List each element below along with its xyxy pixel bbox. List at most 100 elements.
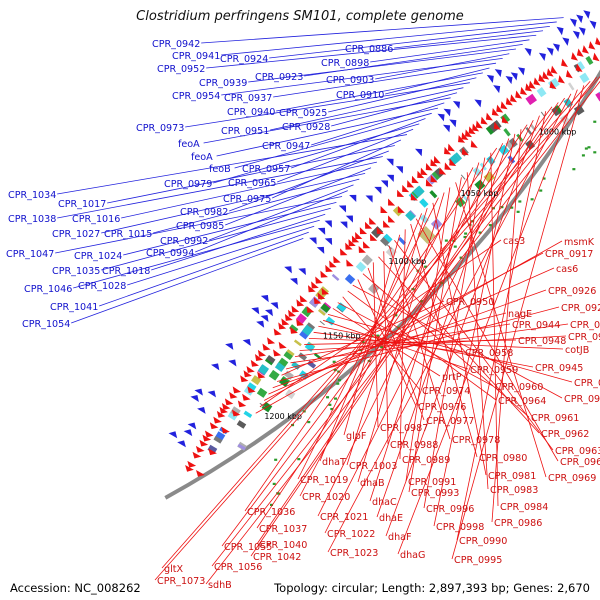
gene-arrow [273, 349, 282, 357]
gene-arrow [592, 52, 600, 62]
green-marker [270, 503, 274, 506]
gene-arrow [313, 297, 322, 305]
gene-label-red: nagE [508, 309, 532, 320]
leader-line-red [369, 162, 480, 502]
gene-arrow [250, 359, 259, 367]
gene-arrow [311, 281, 319, 289]
scale-tick [540, 111, 546, 118]
gene-label-red: CPR_0960 [495, 382, 543, 393]
gene-arrow [493, 121, 501, 130]
gene-arrow [420, 167, 428, 176]
gene-arrow [257, 371, 266, 379]
gene-arrow [278, 341, 287, 349]
gene-arrow [546, 68, 554, 77]
gene-arrow [299, 295, 308, 303]
gene-arrow [411, 175, 419, 184]
gene-arrow [369, 217, 377, 225]
gene-label-blue: CPR_0979 [164, 179, 212, 190]
gene-label-blue: CPR_0954 [172, 91, 220, 102]
gene-arrow [264, 309, 273, 317]
genome-stats-text: Topology: circular; Length: 2,897,393 bp… [274, 581, 590, 595]
gene-arrow [284, 266, 292, 274]
leader-line-blue [291, 118, 426, 169]
gene-arrow [576, 14, 584, 24]
green-marker [291, 423, 295, 427]
gene-label-red: CPR_0993 [411, 488, 459, 499]
map-footer: Accession: NC_008262 Topology: circular;… [0, 581, 600, 597]
gene-arrow [370, 233, 378, 241]
map-title: Clostridium perfringens SM101, complete … [136, 9, 464, 24]
feature-block [563, 97, 573, 108]
feature-block [503, 128, 511, 137]
leader-line-blue [123, 201, 337, 256]
green-marker [424, 265, 428, 268]
gene-arrow [317, 227, 326, 235]
gene-arrow [242, 393, 251, 401]
leader-line-blue [370, 39, 530, 63]
gene-label-red: CPR_1040 [259, 540, 307, 551]
gene-arrow [345, 242, 353, 250]
leader-line-red [397, 89, 578, 555]
feature-block [274, 362, 286, 372]
gene-label-red: CPR_0927 [561, 303, 600, 314]
gene-arrow [290, 326, 298, 334]
leader-line-red [259, 239, 502, 408]
leader-line-red [205, 80, 600, 585]
gene-label-red: CPR_0958 [465, 348, 513, 359]
scale-label: 1100 kbp [389, 257, 427, 266]
scale-tick [319, 320, 325, 326]
green-marker [274, 458, 278, 461]
gene-arrow [278, 322, 287, 330]
gene-arrows [168, 10, 600, 477]
scale-tick [460, 174, 466, 180]
feature-block [361, 254, 373, 266]
leader-line-blue [121, 161, 377, 219]
leader-line-red [308, 337, 564, 350]
gene-label-red: CPR_0989 [402, 455, 450, 466]
feature-block [336, 302, 347, 313]
leader-line-blue [248, 48, 517, 83]
gene-label-red: CPR_0983 [490, 485, 538, 496]
gene-arrow [546, 47, 554, 56]
gene-arrow [194, 388, 203, 396]
green-marker [459, 256, 463, 259]
feature-block [289, 324, 299, 333]
gene-arrow [307, 285, 316, 293]
gene-label-red: msmK [564, 237, 595, 248]
gene-arrow [221, 402, 231, 410]
feature-block [525, 127, 533, 135]
leader-line-red [388, 245, 451, 440]
gene-arrow [388, 198, 396, 206]
gene-arrow [439, 167, 447, 175]
leader-line-blue [153, 178, 360, 234]
gene-arrow [228, 359, 237, 367]
leader-line-blue [185, 82, 470, 128]
leader-line-blue [101, 173, 366, 234]
gene-label-blue: CPR_0994 [146, 248, 194, 259]
leader-line-red [456, 111, 547, 541]
gene-arrow [556, 26, 564, 36]
gene-arrow [296, 299, 305, 307]
gene-arrow [417, 170, 425, 179]
leader-line-blue [151, 213, 326, 271]
gene-label-red: sdhB [208, 580, 232, 591]
gene-label-blue: CPR_0939 [199, 78, 247, 89]
gene-arrow [376, 226, 384, 234]
gene-label-blue: CPR_0985 [176, 221, 224, 232]
green-marker [539, 189, 543, 192]
feature-block [355, 261, 367, 273]
leader-line-blue [394, 30, 544, 49]
gene-arrow [340, 248, 348, 256]
leader-line-blue [328, 77, 477, 113]
gene-arrow [528, 80, 536, 89]
gene-labels: 1000 kbp 1050 kbp 1100 kbp 1150 kbp 1200 kbp… [6, 39, 600, 591]
gene-arrow [243, 370, 252, 378]
gene-arrow [229, 391, 238, 399]
green-marker [276, 492, 280, 495]
gene-label-blue: CPR_0952 [157, 64, 205, 75]
gene-label-red: prtP [442, 372, 462, 383]
gene-arrow [517, 67, 525, 76]
gene-label-blue: CPR_0975 [223, 194, 271, 205]
gene-arrow [442, 124, 451, 133]
gene-arrow [470, 140, 478, 148]
